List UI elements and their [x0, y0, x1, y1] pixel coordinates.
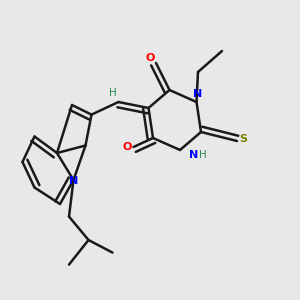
Text: H: H: [199, 149, 206, 160]
Text: H: H: [109, 88, 116, 98]
Text: N: N: [189, 149, 198, 160]
Text: O: O: [145, 53, 155, 64]
Text: N: N: [194, 89, 202, 100]
Text: N: N: [69, 176, 78, 187]
Text: O: O: [123, 142, 132, 152]
Text: S: S: [239, 134, 247, 145]
